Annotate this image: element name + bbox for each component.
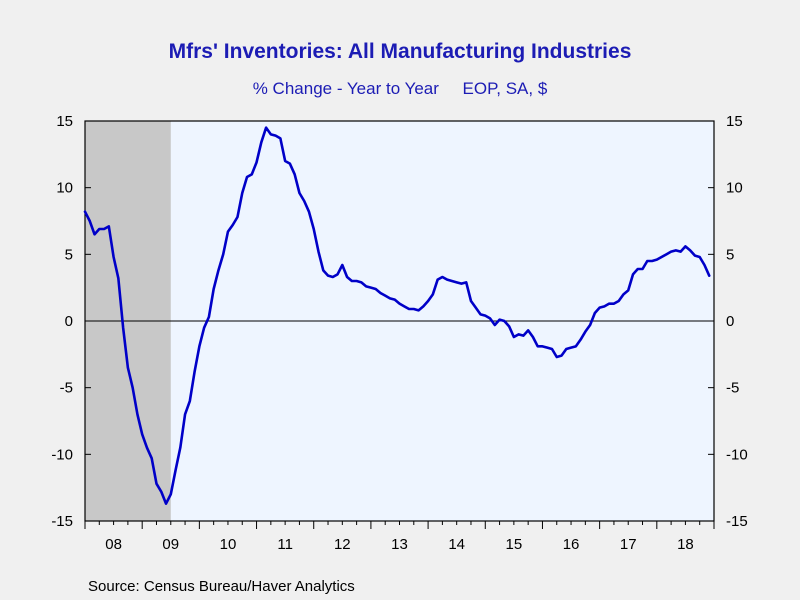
x-tick-label: 10 [220,536,237,553]
x-tick-label: 13 [391,536,408,553]
y-tick-label-right: 15 [726,113,743,130]
x-tick-label: 09 [162,536,179,553]
y-tick-label-right: 0 [726,313,734,330]
y-tick-label-left: -5 [60,380,73,397]
x-tick-label: 11 [277,536,293,553]
source-note: Source: Census Bureau/Haver Analytics [88,578,355,595]
x-tick-label: 16 [563,536,580,553]
x-tick-label: 12 [334,536,351,553]
series-line [83,126,711,505]
y-tick-label-left: -10 [51,446,73,463]
x-tick-label: 17 [620,536,637,553]
chart-subtitle: % Change - Year to Year EOP, SA, $ [252,79,548,98]
x-tick-label: 18 [677,536,694,553]
x-tick-label: 14 [448,536,465,553]
y-tick-label-right: -15 [726,513,748,530]
y-tick-label-left: 15 [56,113,73,130]
y-tick-label-right: -5 [726,380,739,397]
y-tick-label-right: 10 [726,180,743,197]
chart-title: Mfrs' Inventories: All Manufacturing Ind… [168,40,632,63]
y-tick-label-left: 5 [65,246,73,263]
y-tick-label-left: 10 [56,180,73,197]
y-tick-label-right: 5 [726,246,734,263]
y-tick-label-left: 0 [65,313,73,330]
x-tick-label: 08 [105,536,122,553]
y-tick-label-left: -15 [51,513,73,530]
y-tick-label-right: -10 [726,446,748,463]
x-tick-label: 15 [506,536,523,553]
